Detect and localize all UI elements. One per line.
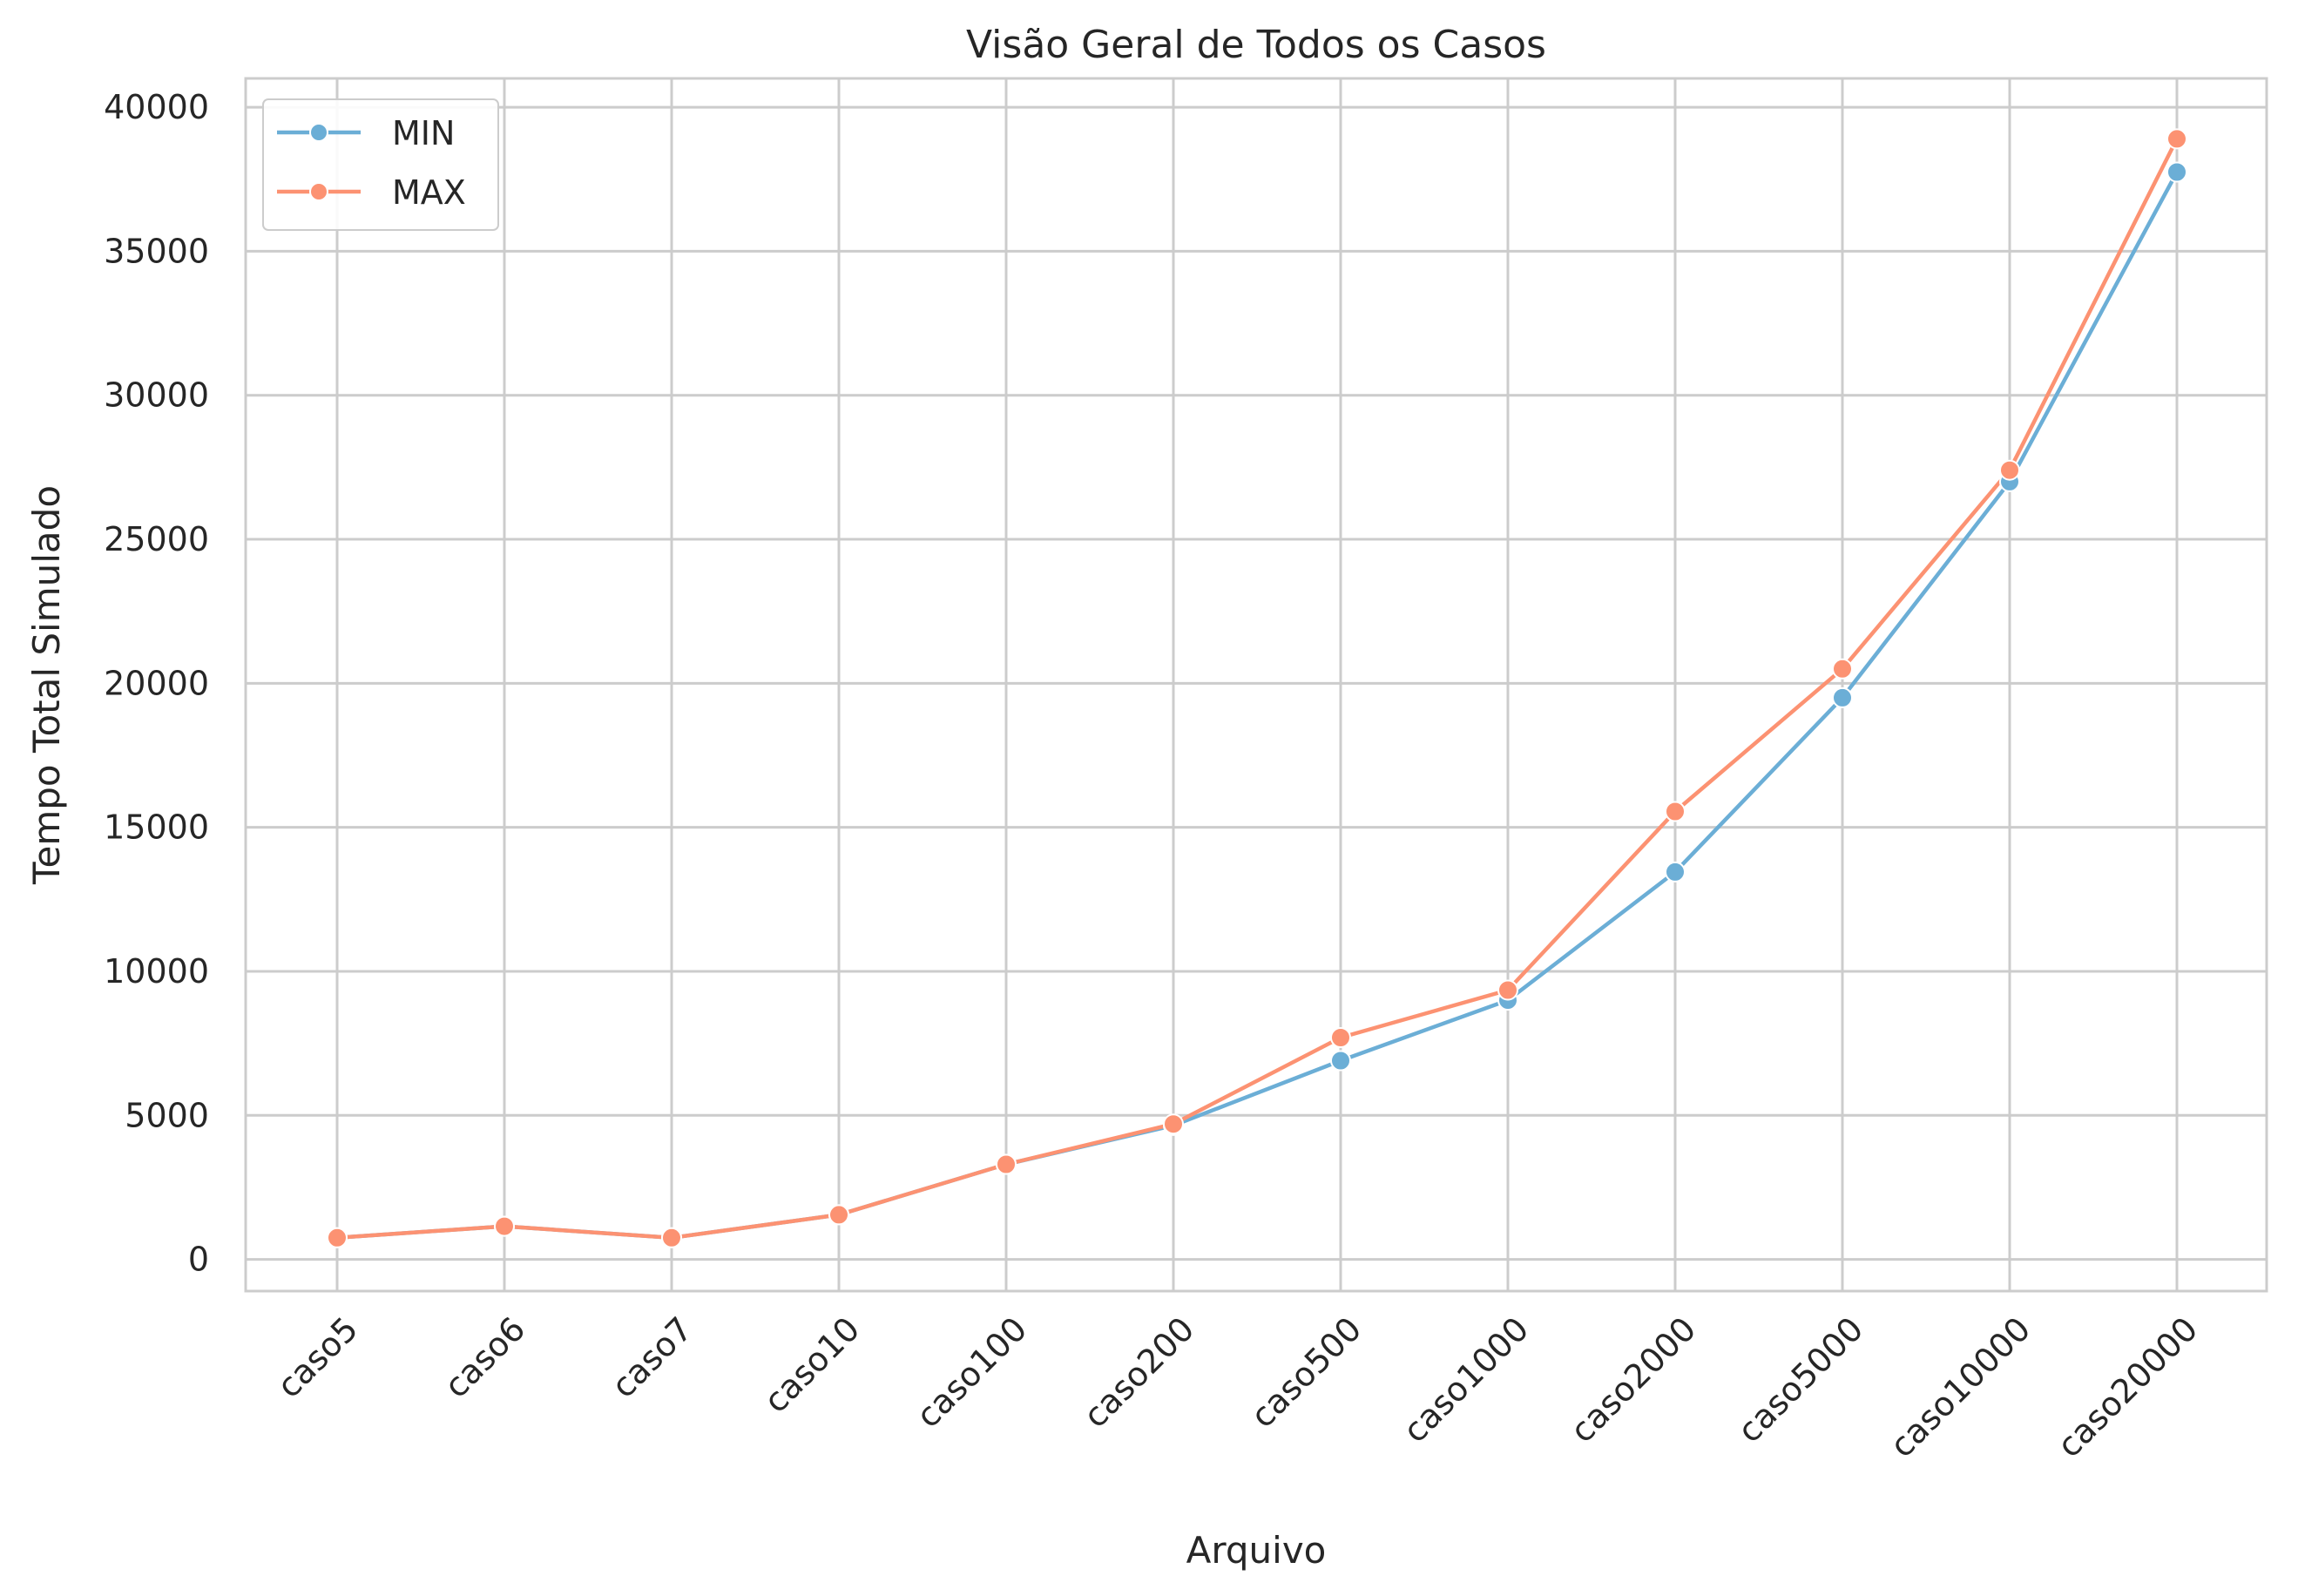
x-tick-label: caso20000 [2050,1309,2205,1464]
y-axis-title: Tempo Total Simulado [25,485,68,885]
legend-label-min: MIN [392,114,455,152]
x-tick-label: caso10 [756,1309,867,1420]
data-point-max [1497,979,1518,1001]
legend-label-max: MAX [392,173,466,212]
x-tick-label: caso10000 [1882,1309,2038,1464]
plot-background [244,77,2268,1293]
y-tick-label: 5000 [125,1096,209,1134]
x-tick-label: caso2000 [1563,1309,1703,1450]
legend-marker-min [309,123,328,142]
y-tick-label: 35000 [104,232,209,270]
data-point-min [2166,161,2187,183]
y-tick-labels: 0 5000 10000 15000 20000 25000 30000 35000 40000 [104,88,209,1279]
x-axis-title: Arquivo [1186,1529,1327,1572]
data-point-max [327,1227,348,1248]
data-point-max [1832,658,1853,680]
x-tick-label: caso5 [269,1309,365,1405]
data-point-max [1163,1113,1184,1135]
y-tick-label: 10000 [104,952,209,991]
x-tick-label: caso6 [436,1309,532,1405]
y-tick-label: 40000 [104,88,209,126]
data-point-max [1665,801,1686,822]
series-markers [327,128,2187,1248]
x-tick-label: caso1000 [1396,1309,1536,1450]
y-tick-label: 15000 [104,808,209,847]
data-point-max [2166,128,2187,150]
x-tick-label: caso7 [604,1309,700,1405]
data-point-max [1330,1027,1351,1048]
data-point-max [996,1153,1017,1175]
data-point-min [1330,1050,1351,1072]
grid-lines [246,78,2267,1291]
x-tick-labels: caso5 caso6 caso7 caso10 caso100 caso200 caso5… [269,1309,2205,1464]
legend: MIN MAX [262,98,499,231]
y-tick-label: 20000 [104,664,209,702]
x-tick-label: caso500 [1243,1309,1369,1435]
x-tick-label: caso5000 [1730,1309,1870,1450]
data-point-max [494,1215,515,1237]
y-tick-label: 0 [188,1241,209,1279]
series-lines [335,137,2180,1241]
x-tick-label: caso200 [1076,1309,1201,1435]
y-tick-label: 25000 [104,520,209,558]
data-point-min [1665,861,1686,883]
chart-title: Visão Geral de Todos os Casos [966,23,1546,67]
data-point-max [1999,459,2020,481]
data-point-max [828,1204,849,1226]
y-tick-label: 30000 [104,376,209,415]
data-point-min [1832,686,1853,708]
series-line-max [335,137,2180,1241]
x-tick-label: caso100 [909,1309,1034,1435]
data-point-max [661,1227,682,1248]
legend-marker-max [309,182,328,201]
